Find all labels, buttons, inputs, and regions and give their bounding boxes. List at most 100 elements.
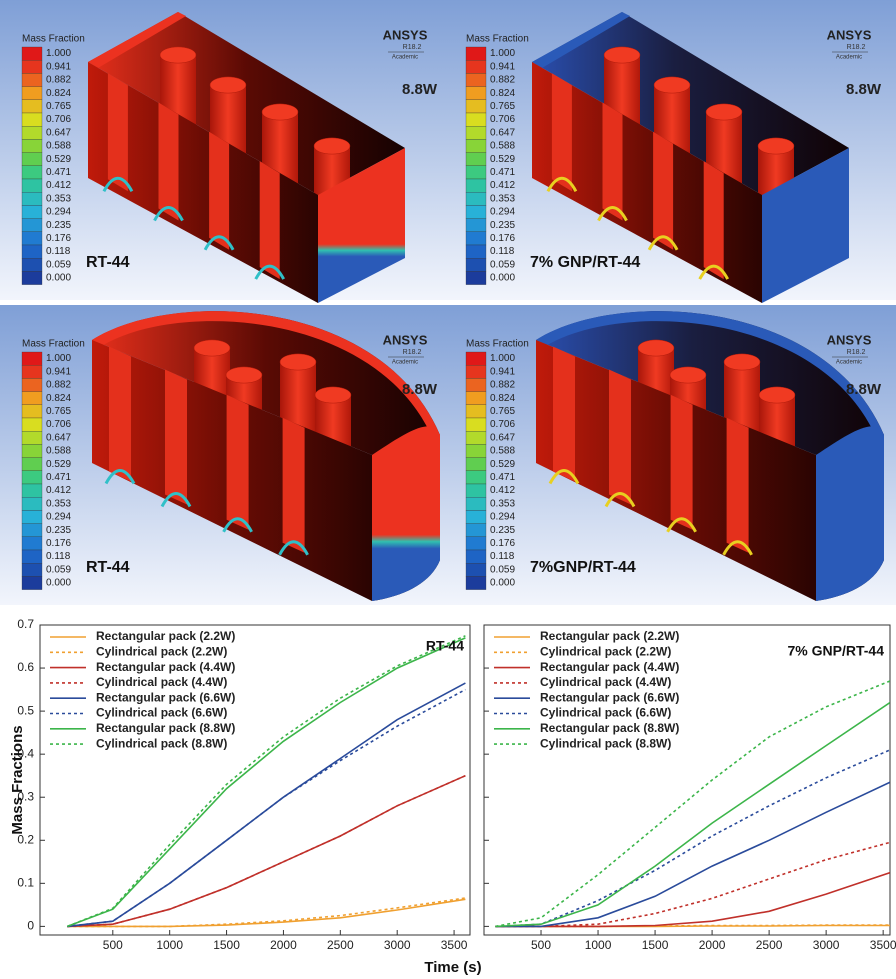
colorbar-swatch — [465, 112, 487, 127]
x-tick-label: 2500 — [756, 938, 783, 952]
power-label: 8.8W — [402, 381, 438, 398]
half-cylinder — [602, 102, 623, 221]
edition: Academic — [392, 360, 418, 366]
colorbar-swatch — [21, 563, 43, 577]
series-line — [495, 701, 890, 928]
colorbar-label: 0.588 — [46, 446, 71, 457]
colorbar-swatch — [21, 378, 43, 392]
side-wall — [762, 148, 849, 303]
colorbar-label: 0.176 — [490, 233, 515, 244]
end-wall — [532, 12, 630, 68]
colorbar-swatch — [21, 73, 43, 87]
x-tick-label: 500 — [103, 938, 123, 952]
colorbar-swatch — [465, 205, 487, 219]
melt-front — [104, 469, 136, 485]
colorbar-label: 0.529 — [46, 154, 71, 165]
colorbar-swatch — [21, 391, 43, 405]
colorbar-swatch — [21, 483, 43, 498]
legend-label: Rectangular pack (2.2W) — [96, 629, 235, 643]
colorbar-label: 0.471 — [46, 472, 71, 483]
colorbar-swatch — [465, 431, 487, 445]
colorbar-label: 0.059 — [490, 259, 515, 270]
half-cylinder — [282, 417, 305, 553]
cylinder-top — [705, 103, 743, 121]
cylinder-top — [757, 137, 795, 155]
colorbar-label: 0.882 — [46, 75, 71, 86]
colorbar-swatch — [21, 112, 43, 127]
side-wall — [318, 148, 405, 303]
half-cylinder — [226, 394, 249, 530]
edition: Academic — [836, 55, 862, 61]
half-cylinder — [165, 369, 187, 505]
melt-front — [548, 469, 580, 485]
colorbar-label: 0.235 — [46, 220, 71, 231]
colorbar-label: 0.353 — [46, 193, 71, 204]
colorbar-swatch — [21, 258, 43, 272]
series-line — [495, 680, 890, 928]
legend-label: Cylindrical pack (4.4W) — [96, 675, 227, 689]
material-label: RT-44 — [86, 559, 130, 576]
series-line — [67, 897, 466, 928]
legend-label: Rectangular pack (6.6W) — [540, 690, 679, 704]
colorbar-label: 0.353 — [490, 193, 515, 204]
colorbar-swatch — [465, 165, 487, 180]
melt-front — [254, 264, 286, 280]
x-tick-label: 3500 — [870, 938, 896, 952]
melt-front — [722, 540, 753, 556]
colorbar-label: 0.412 — [46, 485, 71, 496]
colorbar-swatch — [21, 152, 43, 166]
colorbar-label: 0.529 — [490, 154, 515, 165]
cylinder-top — [669, 366, 707, 384]
colorbar-swatch — [465, 444, 487, 458]
power-label: 8.8W — [402, 81, 438, 98]
y-axis-label: Mass Fractions — [9, 725, 26, 834]
colorbar-swatch — [465, 391, 487, 405]
x-axis-label: Time (s) — [424, 959, 481, 976]
colorbar-title: Mass Fraction — [466, 339, 529, 350]
colorbar-swatch — [465, 457, 487, 471]
melt-front — [546, 176, 578, 193]
half-cylinder — [653, 131, 674, 250]
y-tick-label: 0.5 — [17, 703, 34, 717]
colorbar-label: 0.941 — [490, 366, 515, 377]
colorbar-label: 0.882 — [490, 380, 515, 391]
colorbar-swatch — [465, 483, 487, 498]
colorbar-label: 0.529 — [490, 459, 515, 470]
melt-front — [222, 517, 253, 533]
cylinder-top — [758, 386, 796, 404]
colorbar-label: 0.000 — [46, 273, 71, 284]
plot-frame — [39, 624, 471, 936]
half-cylinder — [726, 417, 749, 553]
colorbar-label: 0.706 — [490, 419, 515, 430]
melt-front — [666, 517, 697, 533]
colorbar-swatch — [21, 139, 43, 153]
melt-front — [203, 235, 235, 251]
colorbar-swatch — [21, 365, 43, 379]
colorbar-swatch — [21, 271, 43, 285]
colorbar-label: 1.000 — [46, 353, 71, 364]
half-cylinder — [553, 346, 575, 482]
melt-front — [160, 492, 192, 508]
cylinder-top — [603, 46, 641, 64]
render-panel: Mass Fraction 1.000 0.941 0.882 0.824 0.765 0.… — [444, 0, 896, 303]
colorbar-label: 0.647 — [490, 432, 515, 443]
colorbar-label: 0.118 — [46, 551, 71, 562]
y-tick-label: 0.1 — [17, 876, 34, 890]
legend-label: Rectangular pack (8.8W) — [96, 721, 235, 735]
colorbar-label: 0.941 — [46, 61, 71, 72]
material-label: RT-44 — [86, 254, 130, 271]
y-tick-label: 0 — [27, 919, 34, 933]
x-tick-label: 1500 — [642, 938, 669, 952]
colorbar-swatch — [21, 46, 43, 61]
colorbar-label: 0.412 — [46, 180, 71, 191]
half-cylinder — [703, 161, 724, 280]
colorbar-swatch — [465, 73, 487, 87]
colorbar-swatch — [465, 497, 487, 511]
series-line — [67, 635, 466, 928]
colorbar-label: 0.941 — [46, 366, 71, 377]
y-tick-label: 0.6 — [17, 660, 34, 674]
y-tick-label: 0.2 — [17, 832, 34, 846]
cylinder-top — [225, 366, 263, 384]
colorbar-swatch — [21, 431, 43, 445]
brand: ANSYS — [383, 332, 428, 347]
